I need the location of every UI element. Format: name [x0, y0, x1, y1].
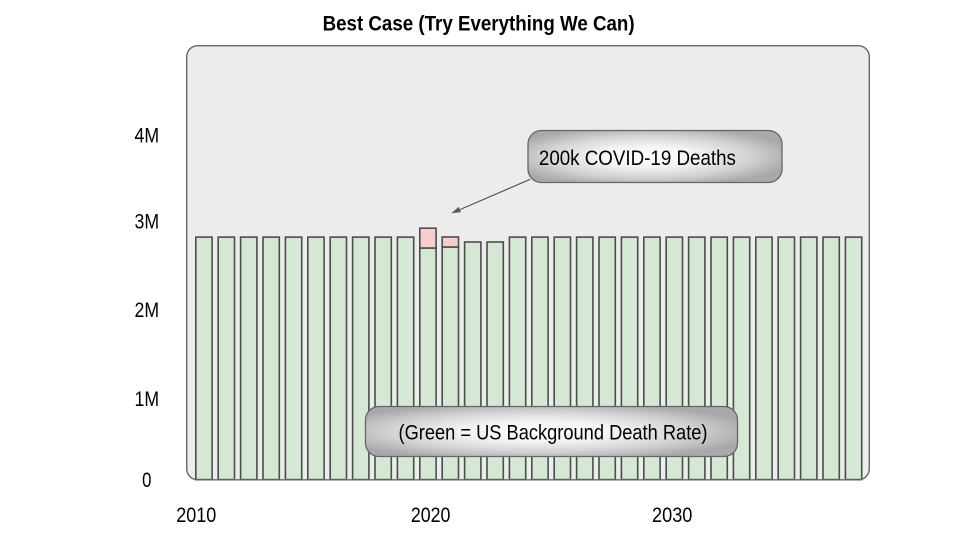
svg-text:2010: 2010 — [176, 504, 216, 527]
svg-text:0: 0 — [142, 469, 151, 492]
svg-text:3M: 3M — [135, 211, 160, 234]
svg-text:Best Case (Try Everything We C: Best Case (Try Everything We Can) — [323, 13, 635, 36]
svg-text:2M: 2M — [135, 299, 160, 322]
svg-text:200k COVID-19 Deaths: 200k COVID-19 Deaths — [539, 147, 736, 170]
svg-text:2020: 2020 — [411, 504, 451, 527]
svg-text:(Green = US Background Death R: (Green = US Background Death Rate) — [399, 421, 708, 444]
svg-text:4M: 4M — [135, 125, 160, 148]
svg-text:2030: 2030 — [652, 504, 692, 527]
svg-text:1M: 1M — [135, 388, 160, 411]
